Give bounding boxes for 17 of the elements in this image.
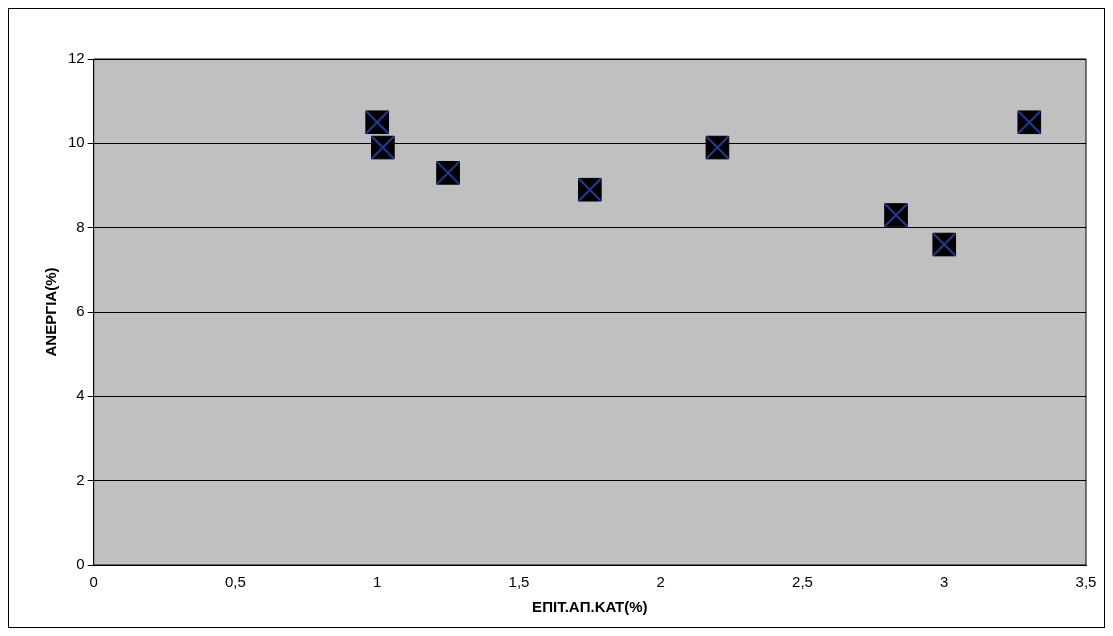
x-tick-label: 0,5 xyxy=(225,573,246,591)
x-axis-title: ΕΠΙΤ.ΑΠ.ΚΑΤ(%) xyxy=(532,598,648,616)
y-tick-label: 4 xyxy=(76,386,85,404)
y-tick-label: 6 xyxy=(76,302,85,320)
y-tick-label: 2 xyxy=(76,470,85,488)
x-tick-label: 3 xyxy=(940,573,949,591)
x-tick-label: 1 xyxy=(373,573,382,591)
y-tick-label: 0 xyxy=(76,555,85,573)
y-tick-label: 12 xyxy=(68,49,85,67)
x-tick-label: 1,5 xyxy=(508,573,530,591)
y-tick-label: 10 xyxy=(68,133,85,151)
x-tick-label: 0 xyxy=(89,573,98,591)
x-tick-label: 2 xyxy=(656,573,665,591)
y-tick-label: 8 xyxy=(76,217,85,235)
x-tick-label: 2,5 xyxy=(792,573,813,591)
x-tick-label: 3,5 xyxy=(1075,573,1097,591)
y-axis-title: ΑΝΕΡΓΙΑ(%) xyxy=(42,267,60,357)
